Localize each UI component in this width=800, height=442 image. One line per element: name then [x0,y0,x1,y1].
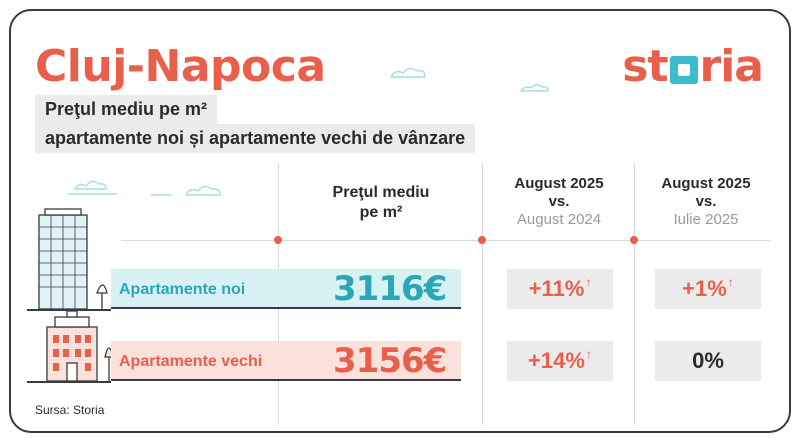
up-arrow-icon: ↑ [727,275,734,289]
logo-text-part1: st [622,41,668,92]
row-label-old: Apartamente vechi [119,353,263,370]
city-title: Cluj-Napoca [35,41,326,92]
row-band-new [111,269,461,309]
subtitle-line2: apartamente noi și apartamente vechi de … [35,124,476,153]
storia-logo: st ria [622,41,764,92]
row-baseline [27,309,111,311]
mom-change-old: 0% [655,341,761,381]
header-mom: August 2025 vs. Iulie 2025 [661,175,751,228]
price-new: 3116€ [333,269,447,309]
logo-text-part2: ria [699,41,764,92]
header-divider [121,240,771,241]
row-baseline [27,381,111,383]
source-note: Sursa: Storia [35,403,105,417]
subtitle-line1: Preţul mediu pe m² [35,95,218,124]
header-yoy: August 2025 vs. August 2024 [514,175,604,228]
row-band-old [111,341,461,381]
buildings-illustration [38,208,114,382]
price-old: 3156€ [333,341,447,381]
yoy-change-new: +11% ↑ [507,269,613,309]
column-divider [482,163,483,425]
header-price: Preţul mediu pe m² [332,184,430,221]
yoy-change-old: +14% ↑ [507,341,613,381]
divider-dot [478,236,486,244]
logo-o-mark [669,55,698,84]
row-label-new: Apartamente noi [119,281,246,298]
divider-dot [630,236,638,244]
up-arrow-icon: ↑ [585,275,592,289]
divider-dot [274,236,282,244]
mom-change-new: +1% ↑ [655,269,761,309]
infographic-card: Cluj-Napoca Preţul mediu pe m² apartamen… [9,9,791,433]
up-arrow-icon: ↑ [585,347,592,361]
column-divider [634,163,635,425]
